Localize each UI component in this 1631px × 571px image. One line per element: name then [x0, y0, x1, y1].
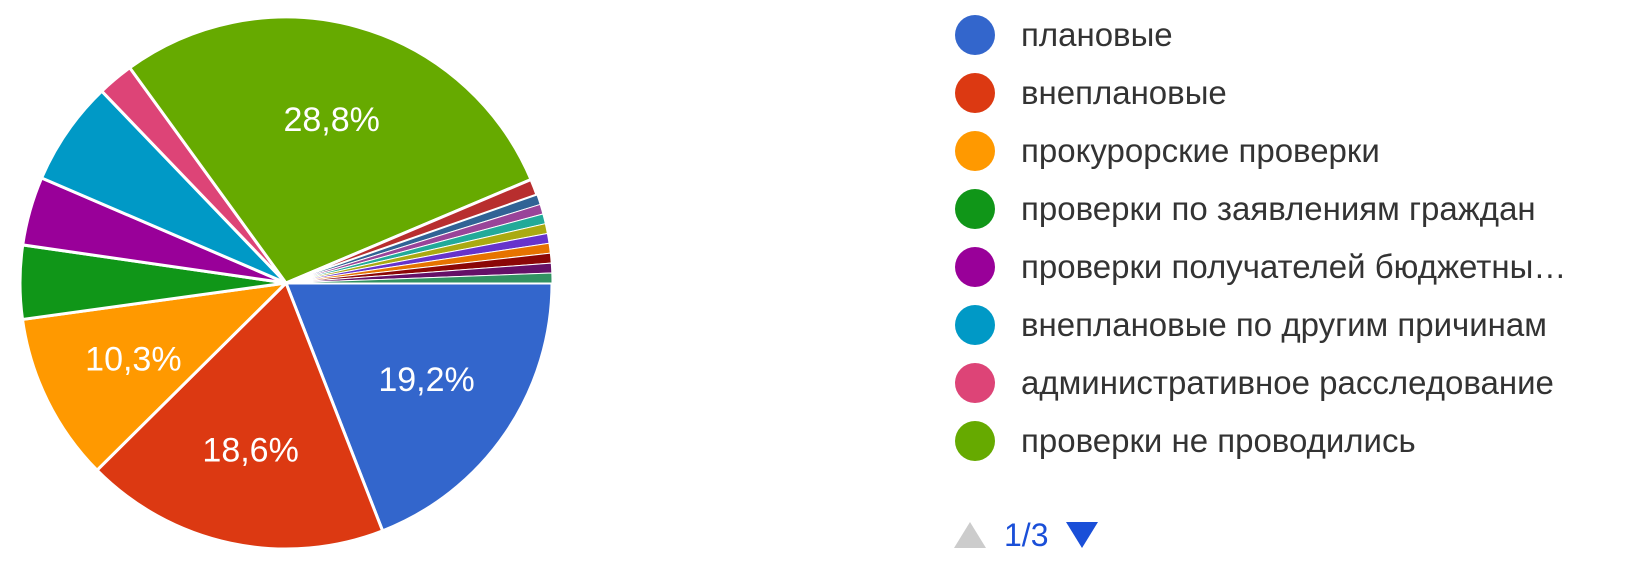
slice-value-label: 18,6% [202, 432, 298, 470]
slice-value-label: 10,3% [85, 340, 181, 378]
pie-chart: 19,2% 18,6% 10,3% 28,8% [0, 0, 580, 571]
legend-swatch [955, 73, 995, 113]
legend-label: проверки не проводились [1021, 422, 1416, 459]
legend-item: внеплановые [955, 64, 1625, 122]
legend-item: проверки получателей бюджетны… [955, 238, 1625, 296]
legend-label: административное расследование [1021, 364, 1554, 401]
pie-slice [283, 281, 554, 533]
legend-swatch [955, 131, 995, 171]
legend-item: административное расследование [955, 354, 1625, 412]
slice-value-label: 28,8% [283, 101, 379, 139]
slice-value-label: 19,2% [378, 361, 474, 399]
pie-slice [285, 272, 553, 284]
chart-legend: плановые внеплановые прокурорские провер… [955, 6, 1625, 470]
legend-label: плановые [1021, 16, 1173, 53]
pie-slice [127, 15, 533, 285]
legend-label: внеплановые по другим причинам [1021, 306, 1547, 343]
legend-swatch [955, 15, 995, 55]
legend-pager: 1/3 [950, 510, 1102, 560]
legend-swatch [955, 247, 995, 287]
pie-chart-svg: 19,2% 18,6% 10,3% 28,8% [18, 15, 554, 551]
pie-slice [20, 280, 291, 473]
legend-label: проверки по заявлениям граждан [1021, 190, 1536, 227]
legend-swatch [955, 421, 995, 461]
legend-swatch [955, 305, 995, 345]
legend-label: внеплановые [1021, 74, 1227, 111]
legend-item: проверки по заявлениям граждан [955, 180, 1625, 238]
triangle-up-icon[interactable] [950, 515, 990, 555]
legend-label: прокурорские проверки [1021, 132, 1380, 169]
legend-swatch [955, 363, 995, 403]
legend-label: проверки получателей бюджетны… [1021, 248, 1567, 285]
legend-item: проверки не проводились [955, 412, 1625, 470]
pie-slice [94, 280, 385, 551]
triangle-down-icon[interactable] [1062, 515, 1102, 555]
legend-item: прокурорские проверки [955, 122, 1625, 180]
pager-page-indicator: 1/3 [1004, 516, 1049, 553]
legend-swatch [955, 189, 995, 229]
legend-item: плановые [955, 6, 1625, 64]
legend-item: внеплановые по другим причинам [955, 296, 1625, 354]
